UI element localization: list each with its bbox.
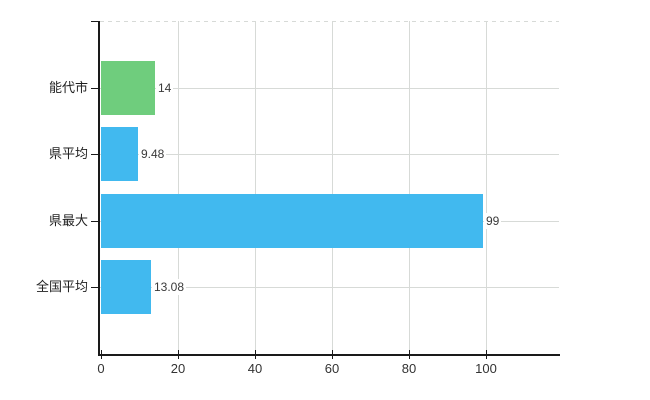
category-label-1: 県平均	[48, 146, 88, 161]
y-axis-tick	[91, 88, 98, 89]
x-axis-tick	[255, 350, 257, 359]
bar-0	[101, 61, 155, 115]
x-tick-label-0: 0	[97, 361, 105, 376]
y-axis-line	[98, 21, 100, 356]
gridline-vertical	[409, 21, 411, 354]
gridline-vertical	[332, 21, 334, 354]
plot-top-dashed-border	[100, 21, 559, 22]
x-tick-label-2: 40	[247, 361, 263, 376]
y-axis-tick	[91, 287, 98, 288]
x-axis-tick	[101, 350, 102, 359]
gridline-horizontal	[100, 88, 559, 89]
x-axis-line	[98, 354, 560, 356]
y-axis-tick	[91, 21, 98, 22]
bar-value-label-2: 99	[484, 213, 502, 229]
x-tick-label-1: 20	[170, 361, 186, 376]
bar-value-label-1: 9.48	[139, 146, 167, 162]
y-axis-tick	[91, 221, 98, 222]
bar-3	[101, 260, 151, 314]
gridline-horizontal	[100, 154, 559, 155]
x-axis-tick	[332, 350, 334, 359]
x-axis-tick	[486, 350, 488, 359]
y-axis-tick	[91, 154, 98, 155]
bar-value-label-3: 13.08	[152, 279, 187, 295]
x-axis-tick	[409, 350, 411, 359]
x-tick-label-4: 80	[401, 361, 417, 376]
gridline-vertical	[178, 21, 180, 354]
bar-2	[101, 194, 483, 248]
gridline-vertical	[255, 21, 257, 354]
gridline-horizontal	[100, 287, 559, 288]
gridline-vertical	[486, 21, 488, 354]
x-axis-tick	[178, 350, 180, 359]
category-label-0: 能代市	[48, 80, 88, 95]
bar-value-label-0: 14	[156, 80, 174, 96]
x-tick-label-5: 100	[475, 361, 497, 376]
bar-1	[101, 127, 138, 181]
category-label-3: 全国平均	[35, 279, 88, 294]
x-tick-label-3: 60	[324, 361, 340, 376]
category-label-2: 県最大	[48, 213, 88, 228]
